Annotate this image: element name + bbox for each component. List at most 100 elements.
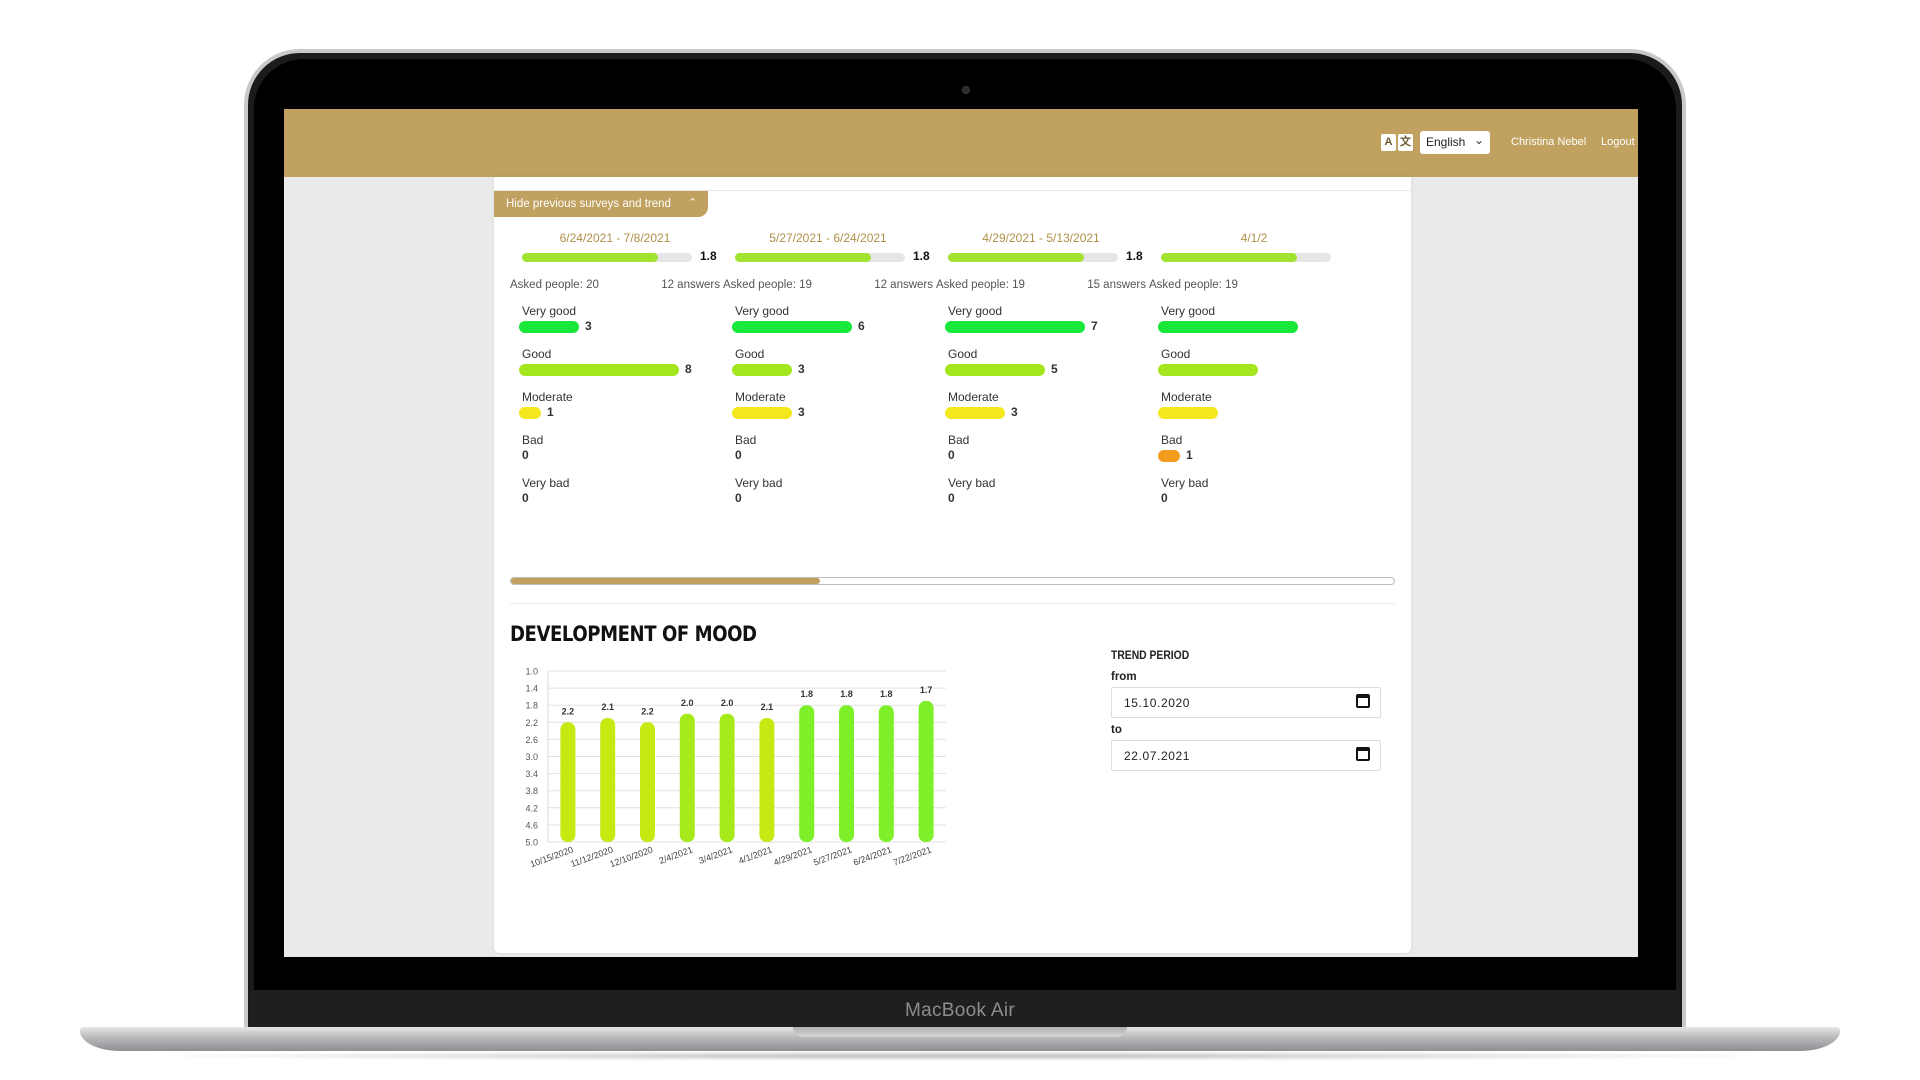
rating-row: Moderate 3 [936, 390, 1186, 430]
rating-count: 0 [522, 491, 529, 505]
answer-count: 12 answers [874, 279, 933, 291]
logout-link[interactable]: Logout [1601, 136, 1635, 148]
to-label: to [1111, 724, 1122, 736]
rating-label: Very good [1161, 304, 1216, 318]
asked-people: Asked people: 19 [1149, 279, 1238, 291]
to-date-value: 22.07.2021 [1124, 749, 1191, 763]
rating-row: Bad 0 [510, 433, 760, 473]
survey-average-bar [1161, 253, 1331, 262]
bar-value-label: 2.0 [721, 698, 734, 708]
survey-average-bar [735, 253, 905, 262]
rating-bar [519, 364, 679, 376]
rating-bar [1158, 321, 1298, 333]
rating-label: Very bad [522, 476, 570, 490]
rating-row: Very good 6 [723, 304, 973, 344]
x-tick-label: 6/24/2021 [852, 844, 893, 867]
calendar-icon[interactable] [1356, 694, 1370, 708]
rating-row: Very good [1149, 304, 1395, 344]
rating-label: Moderate [522, 390, 573, 404]
rating-bar [732, 407, 792, 419]
rating-label: Very bad [1161, 476, 1209, 490]
answer-count: 15 answers [1087, 279, 1146, 291]
y-tick-label: 2.6 [525, 735, 538, 745]
rating-bar [1158, 364, 1258, 376]
language-value: English [1426, 135, 1466, 149]
bar-value-label: 2.2 [641, 706, 654, 716]
content-panel: Hide previous surveys and trend ⌃ 6/24/2… [494, 177, 1411, 953]
rating-row: Good 5 [936, 347, 1186, 387]
survey-scrollbar[interactable] [510, 577, 1395, 585]
chart-bar [640, 722, 655, 842]
rating-label: Very good [948, 304, 1003, 318]
y-tick-label: 1.4 [525, 684, 538, 694]
asked-people: Asked people: 20 [510, 279, 599, 291]
survey-average-value: 1.8 [913, 249, 930, 263]
rating-label: Bad [522, 433, 544, 447]
rating-count: 0 [522, 448, 529, 462]
chevron-down-icon: ⌄ [1473, 133, 1484, 147]
rating-label: Moderate [1161, 390, 1212, 404]
rating-label: Good [1161, 347, 1191, 361]
from-label: from [1111, 671, 1137, 683]
scrollbar-thumb[interactable] [511, 578, 821, 584]
rating-row: Bad 0 [723, 433, 973, 473]
rating-count: 0 [735, 491, 742, 505]
chart-bar [560, 722, 576, 842]
survey-average-value: 1.8 [700, 249, 717, 263]
rating-count: 1 [1186, 448, 1193, 462]
mood-chart: 1.0 1.4 1.8 2.2 2.6 3.0 3.4 3.8 4.2 4.6 5.0 2.2 10/1… [525, 667, 946, 869]
rating-label: Very good [735, 304, 790, 318]
to-date-input[interactable]: 22.07.2021 [1111, 740, 1381, 771]
rating-label: Very bad [735, 476, 783, 490]
chart-bar [839, 705, 854, 842]
survey-date: 6/24/2021 - 7/8/2021 [559, 231, 671, 245]
survey-average-bar [948, 253, 1118, 262]
y-tick-label: 3.4 [525, 769, 538, 779]
rating-count: 3 [1011, 405, 1018, 419]
hide-surveys-button[interactable]: Hide previous surveys and trend ⌃ [494, 191, 708, 217]
chevron-up-icon: ⌃ [688, 197, 698, 209]
chart-bar [878, 705, 894, 842]
rating-row: Very bad 0 [723, 476, 973, 507]
y-tick-label: 1.0 [525, 667, 538, 677]
rating-bar [732, 321, 852, 333]
x-tick-label: 10/15/2020 [529, 844, 575, 869]
y-tick-label: 4.2 [525, 803, 538, 813]
language-select[interactable]: English ⌄ [1420, 131, 1490, 154]
laptop-notch [793, 1027, 1127, 1037]
rating-row: Moderate [1149, 390, 1395, 430]
rating-count: 0 [948, 491, 955, 505]
survey-average-fill [735, 253, 871, 262]
rating-count: 3 [585, 319, 592, 333]
from-date-value: 15.10.2020 [1124, 696, 1191, 710]
survey-date: 5/27/2021 - 6/24/2021 [769, 231, 887, 245]
y-tick-label: 3.0 [525, 752, 538, 762]
device-brand: MacBook Air [905, 1000, 1015, 1021]
rating-row: Moderate 1 [510, 390, 760, 430]
rating-row: Bad 0 [936, 433, 1186, 473]
from-date-input[interactable]: 15.10.2020 [1111, 687, 1381, 718]
answer-count: 12 answers [661, 279, 720, 291]
bar-value-label: 1.8 [800, 689, 813, 699]
x-tick-label: 7/22/2021 [892, 844, 933, 867]
chart-bar [719, 713, 735, 842]
asked-people: Asked people: 19 [936, 279, 1025, 291]
survey-carousel: 6/24/2021 - 7/8/2021 1.8 Asked people: 20 1… [510, 217, 1395, 507]
rating-row: Bad 1 [1149, 433, 1395, 473]
survey-average-fill [522, 253, 658, 262]
chart-bar [600, 718, 616, 842]
y-tick-label: 1.8 [525, 701, 538, 711]
rating-count: 0 [1161, 491, 1168, 505]
rating-bar [519, 407, 541, 419]
camera-icon [962, 86, 970, 94]
rating-row: Moderate 3 [723, 390, 973, 430]
user-name[interactable]: Christina Nebel [1511, 136, 1587, 148]
rating-count: 1 [547, 405, 554, 419]
rating-row: Very bad 0 [936, 476, 1186, 507]
calendar-icon[interactable] [1356, 747, 1370, 761]
rating-count: 8 [685, 362, 692, 376]
rating-row: Very good 3 [510, 304, 760, 344]
laptop-chin [250, 990, 1680, 1030]
